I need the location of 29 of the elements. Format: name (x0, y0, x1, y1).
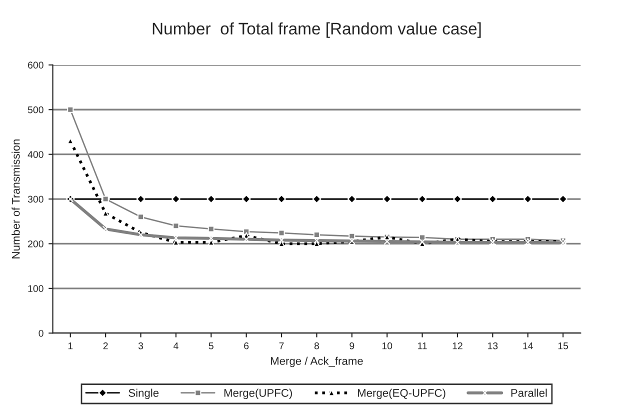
x-tick-label: 10 (382, 342, 392, 350)
chart-title: Number of Total frame [Random value case] (152, 22, 481, 38)
y-tick-label: 500 (28, 106, 44, 114)
y-tick-label: 200 (28, 240, 44, 248)
x-tick-label: 7 (279, 342, 284, 350)
x-tick-label: 5 (208, 342, 214, 350)
x-tick-label: 6 (244, 342, 249, 350)
x-tick-label: 11 (418, 342, 427, 350)
x-tick-label: 1 (68, 342, 73, 350)
x-tick-label: 4 (173, 342, 178, 350)
x-tick-label: 2 (103, 342, 108, 350)
legend-label: Merge(EQ-UPFC) (358, 388, 446, 400)
legend-label: Single (128, 388, 159, 400)
y-tick-label: 0 (38, 330, 44, 337)
legend-label: Merge(UPFC) (224, 388, 292, 400)
y-tick-label: 100 (28, 285, 44, 292)
legend-label: Parallel (511, 388, 547, 397)
y-tick-label: 600 (28, 62, 44, 69)
x-tick-label: 12 (452, 342, 462, 350)
x-tick-label: 9 (350, 342, 354, 350)
y-tick-label: 400 (28, 151, 44, 158)
y-tick-label: 300 (28, 196, 44, 203)
x-tick-label: 3 (138, 342, 144, 350)
x-tick-label: 14 (523, 342, 533, 350)
y-axis-title: Number of Transmission (12, 140, 20, 258)
x-tick-label: 15 (558, 342, 568, 350)
x-tick-label: 13 (488, 342, 498, 350)
x-tick-label: 8 (314, 342, 319, 350)
x-axis-title: Merge / Ack_frame (271, 356, 363, 368)
